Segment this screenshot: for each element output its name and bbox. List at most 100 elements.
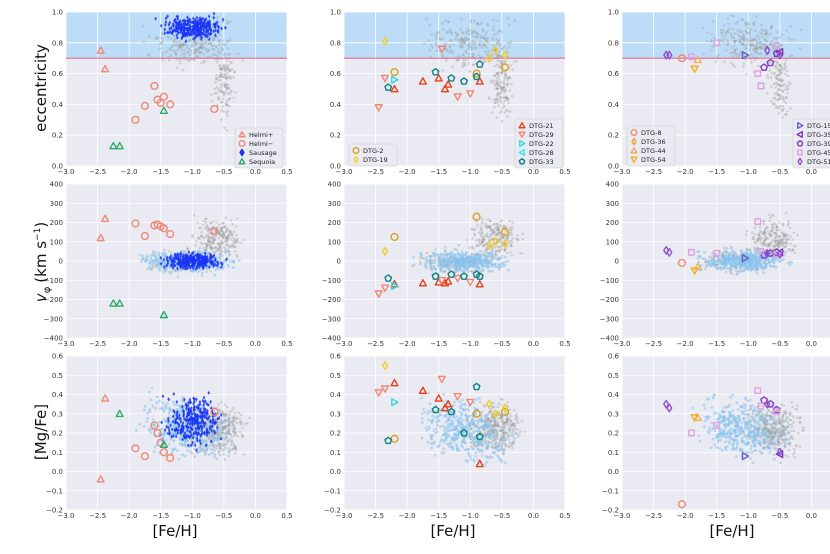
grey-star (170, 37, 173, 40)
grey-star (205, 244, 209, 248)
grey-star (778, 73, 781, 77)
grey-star (216, 50, 220, 54)
grey-star (491, 246, 494, 250)
grey-star (495, 87, 498, 90)
grey-star (225, 86, 229, 90)
sausage-star (201, 266, 205, 271)
grey-star (772, 226, 775, 230)
grey-star (158, 47, 162, 50)
grey-star (231, 447, 235, 451)
grey-star (763, 228, 767, 231)
grey-star (202, 59, 206, 63)
grey-star (755, 34, 758, 38)
grey-star (467, 29, 470, 33)
grey-star (226, 426, 230, 430)
marker-dtg-29 (374, 104, 383, 112)
sausage-star (163, 27, 166, 32)
grey-star (237, 411, 241, 415)
grey-star (777, 68, 780, 71)
grey-star (773, 239, 776, 243)
grey-star (174, 43, 178, 47)
grey-star (505, 251, 509, 255)
grey-star (794, 244, 797, 248)
marker-dtg-29 (437, 276, 446, 285)
grey-star (217, 230, 221, 234)
grey-star (444, 47, 448, 51)
x-tick-label: −3.0 (336, 340, 353, 348)
grey-star (500, 71, 504, 74)
sausage-star (178, 257, 182, 262)
grey-star (220, 234, 223, 237)
grey-star (225, 40, 229, 43)
sausage-star (216, 29, 220, 34)
sausage-star (176, 252, 180, 257)
grey-star (211, 38, 215, 42)
grey-star (230, 439, 234, 442)
grey-star (745, 229, 749, 233)
grey-star (243, 422, 247, 426)
sausage-star (202, 262, 206, 267)
grey-star (509, 231, 512, 235)
disk-star (697, 260, 701, 264)
grey-star (181, 43, 184, 47)
grey-star (513, 19, 517, 23)
grey-star (451, 51, 455, 55)
grey-star (221, 222, 225, 225)
grey-star (765, 91, 769, 95)
grey-star (781, 116, 785, 119)
grey-star (194, 41, 197, 45)
grey-star (221, 415, 225, 418)
grey-star (494, 79, 497, 83)
grey-star (452, 43, 455, 47)
grey-star (475, 31, 479, 35)
grey-star (217, 237, 221, 240)
sausage-star (195, 264, 199, 269)
y-tick-label: −200 (600, 296, 619, 304)
grey-star (495, 76, 499, 80)
grey-star (467, 44, 470, 48)
disk-star (471, 256, 475, 260)
disk-star (203, 441, 207, 445)
disk-star (460, 265, 463, 268)
grey-star (185, 58, 188, 61)
grey-star (776, 93, 779, 96)
grey-star (174, 52, 178, 55)
grey-star (204, 40, 208, 44)
background-star-cloud (701, 14, 803, 119)
grey-star (230, 244, 233, 248)
grey-star (235, 253, 239, 257)
grey-star (506, 236, 510, 240)
grey-star (227, 64, 230, 67)
disk-star (237, 258, 241, 262)
grey-star (464, 51, 468, 55)
grey-star (748, 48, 751, 52)
grey-star (503, 96, 506, 99)
grey-star (491, 237, 494, 241)
grey-star (455, 34, 458, 38)
disk-star (172, 439, 176, 443)
grey-star (480, 21, 484, 25)
sausage-star (180, 25, 184, 30)
grey-star (166, 35, 169, 39)
grey-star (217, 39, 220, 42)
disk-star (487, 253, 491, 257)
grey-star (211, 47, 215, 51)
grey-star (194, 42, 197, 45)
grey-star (228, 411, 231, 414)
grey-star (500, 47, 503, 51)
y-tick-label: 0.6 (330, 70, 342, 78)
grey-star (776, 83, 779, 87)
grey-star (511, 68, 514, 71)
grey-star (485, 224, 488, 227)
grey-star (505, 76, 509, 80)
sausage-star (193, 258, 197, 263)
grey-star (225, 412, 228, 416)
x-tick-label: −1.5 (152, 340, 169, 348)
grey-star (750, 44, 753, 48)
disk-star (488, 270, 492, 273)
grey-star (209, 221, 212, 225)
disk-star (725, 257, 728, 260)
marker-dtg-51 (764, 248, 771, 258)
disk-star (503, 255, 507, 259)
y-tick-label: 0.2 (52, 132, 63, 140)
